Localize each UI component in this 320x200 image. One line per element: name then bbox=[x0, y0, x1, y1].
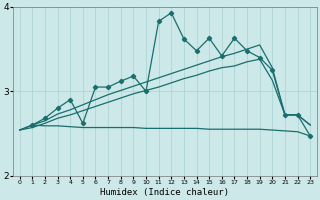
X-axis label: Humidex (Indice chaleur): Humidex (Indice chaleur) bbox=[100, 188, 229, 197]
